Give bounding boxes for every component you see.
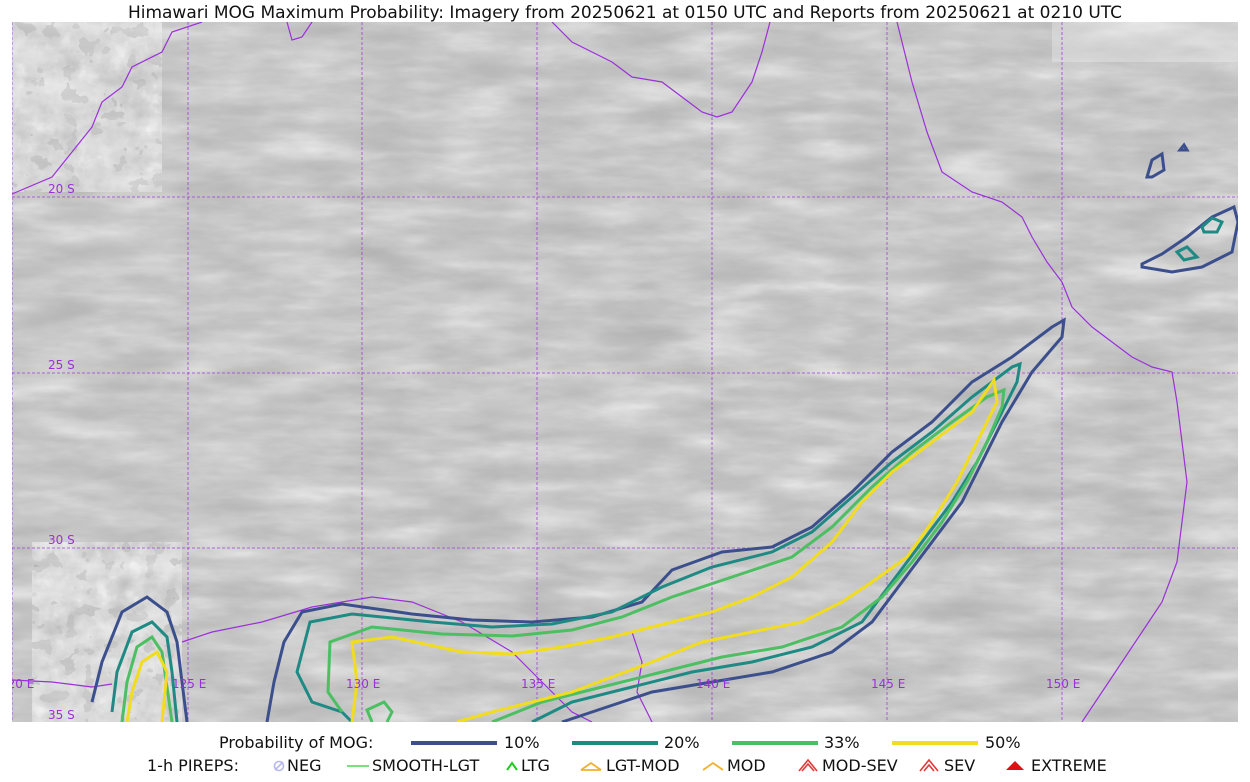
lat-label-35s: 35 S bbox=[48, 708, 75, 722]
legend-sev-label: SEV bbox=[944, 756, 976, 775]
cloud-patch-northwest bbox=[12, 22, 162, 192]
legend-smooth-lgt-label: SMOOTH-LGT bbox=[372, 756, 480, 775]
probability-legend-label: Probability of MOG: bbox=[219, 733, 374, 752]
ltg-icon bbox=[506, 761, 518, 771]
extreme-icon bbox=[1006, 761, 1024, 770]
lon-label-135e: 135 E bbox=[521, 677, 556, 691]
swatch-10pct bbox=[411, 741, 497, 745]
swatch-33pct bbox=[732, 741, 818, 745]
legend-10pct-label: 10% bbox=[504, 733, 540, 752]
legend-extreme-label: EXTREME bbox=[1031, 756, 1107, 775]
lon-label-125e: 125 E bbox=[172, 677, 207, 691]
neg-icon bbox=[273, 760, 285, 772]
contour-50pct bbox=[125, 375, 999, 722]
lat-label-30s: 30 S bbox=[48, 533, 75, 547]
smooth-lgt-icon bbox=[347, 765, 369, 767]
lat-label-25s: 25 S bbox=[48, 358, 75, 372]
lon-label-120e: 120 E bbox=[12, 677, 35, 691]
lon-label-140e: 140 E bbox=[696, 677, 731, 691]
contour-20pct bbox=[110, 216, 1225, 722]
legend-neg-label: NEG bbox=[287, 756, 322, 775]
legend-33pct-label: 33% bbox=[824, 733, 860, 752]
legend-50pct-label: 50% bbox=[985, 733, 1021, 752]
satellite-map: 20 S 25 S 30 S 35 S 120 E 125 E 130 E 13… bbox=[12, 22, 1238, 722]
contour-10pct bbox=[90, 142, 1238, 722]
legend-mod-sev-label: MOD-SEV bbox=[822, 756, 898, 775]
legend-20pct-label: 20% bbox=[664, 733, 700, 752]
legend-ltg-label: LTG bbox=[521, 756, 550, 775]
swatch-50pct bbox=[892, 741, 978, 745]
pirep-legend-label: 1-h PIREPS: bbox=[147, 756, 239, 775]
lon-label-150e: 150 E bbox=[1046, 677, 1081, 691]
mod-sev-icon bbox=[798, 758, 818, 772]
lgt-mod-icon bbox=[580, 761, 602, 771]
legend-lgt-mod-label: LGT-MOD bbox=[606, 756, 680, 775]
legend-mod-label: MOD bbox=[727, 756, 766, 775]
sev-icon bbox=[919, 758, 939, 772]
lat-label-20s: 20 S bbox=[48, 182, 75, 196]
swatch-20pct bbox=[572, 741, 658, 745]
lon-label-145e: 145 E bbox=[871, 677, 906, 691]
mod-icon bbox=[702, 761, 724, 771]
lon-label-130e: 130 E bbox=[346, 677, 381, 691]
coastline bbox=[12, 22, 1188, 722]
map-title: Himawari MOG Maximum Probability: Imager… bbox=[127, 3, 1123, 23]
cloud-patch-southwest bbox=[32, 542, 182, 722]
graticule bbox=[12, 22, 1238, 722]
